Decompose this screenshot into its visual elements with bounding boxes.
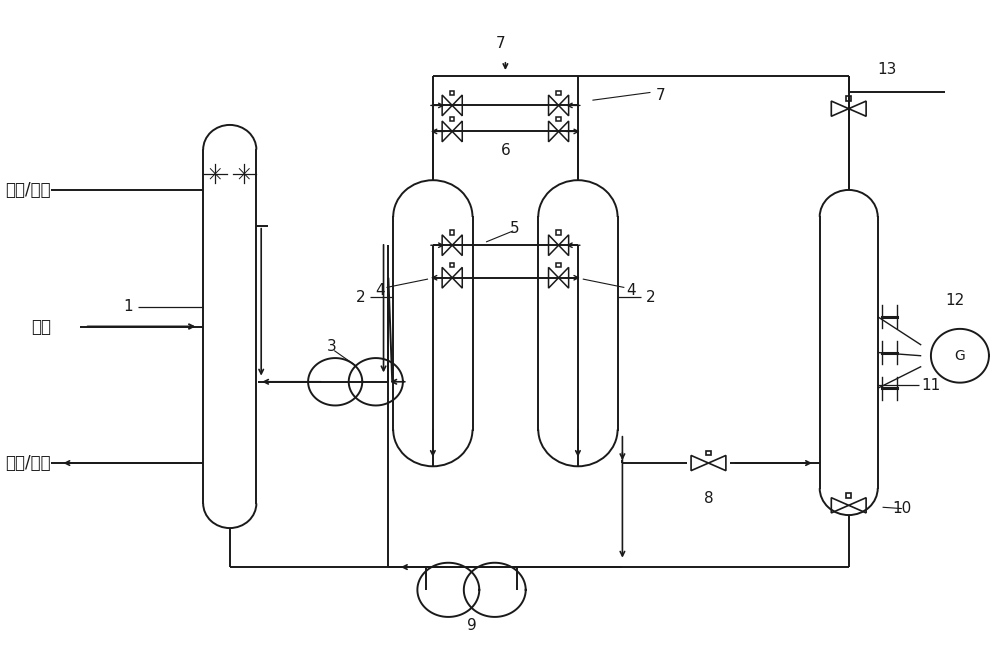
Text: G: G bbox=[955, 349, 965, 363]
Text: 5: 5 bbox=[510, 221, 520, 236]
Bar bbox=[450, 91, 454, 95]
Bar bbox=[556, 231, 561, 235]
Bar bbox=[450, 263, 454, 267]
Text: 11: 11 bbox=[921, 377, 941, 392]
Bar bbox=[556, 117, 561, 121]
Bar bbox=[846, 493, 851, 498]
Text: 油气: 油气 bbox=[31, 317, 51, 336]
Text: 8: 8 bbox=[704, 491, 713, 506]
Text: 1: 1 bbox=[123, 300, 133, 315]
Text: 3: 3 bbox=[326, 338, 336, 353]
Bar bbox=[450, 117, 454, 121]
Text: 汽油/柴油: 汽油/柴油 bbox=[5, 181, 51, 199]
Text: 2: 2 bbox=[646, 290, 655, 305]
Text: 4: 4 bbox=[626, 283, 636, 298]
Text: 2: 2 bbox=[356, 290, 365, 305]
Text: 10: 10 bbox=[892, 501, 912, 516]
Text: 12: 12 bbox=[945, 293, 965, 308]
Text: 4: 4 bbox=[375, 283, 384, 298]
Bar bbox=[450, 231, 454, 235]
Text: 9: 9 bbox=[467, 618, 476, 633]
Bar bbox=[556, 91, 561, 95]
Text: 6: 6 bbox=[501, 144, 510, 159]
Text: 汽油/柴油: 汽油/柴油 bbox=[5, 454, 51, 472]
Bar bbox=[846, 96, 851, 101]
Bar bbox=[706, 451, 711, 455]
Text: 13: 13 bbox=[878, 62, 897, 77]
Text: 7: 7 bbox=[496, 36, 505, 51]
Bar bbox=[556, 263, 561, 267]
Text: 7: 7 bbox=[655, 88, 665, 103]
